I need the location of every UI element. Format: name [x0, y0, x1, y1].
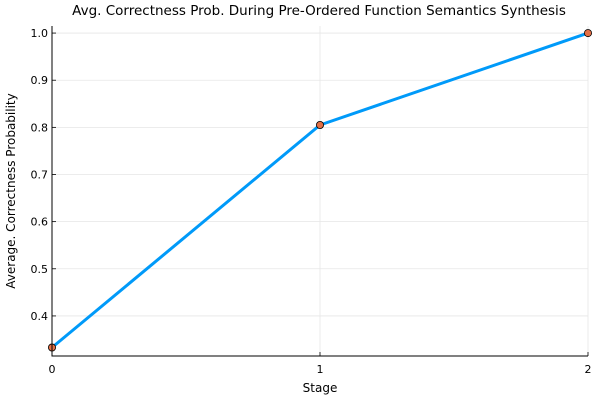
x-tick-label: 1 [317, 363, 324, 376]
x-axis-label: Stage [303, 381, 338, 395]
tick-layer: 0.4 0.5 0.6 0.7 0.8 0.9 1.0 0 1 2 [31, 27, 592, 376]
x-tick-label: 2 [585, 363, 592, 376]
y-tick-label: 0.5 [31, 263, 49, 276]
x-tick-label: 0 [49, 363, 56, 376]
grid-layer [51, 26, 589, 356]
chart-title: Avg. Correctness Prob. During Pre-Ordere… [72, 3, 566, 19]
y-axis-label: Average. Correctness Probability [4, 93, 18, 288]
y-tick-label: 0.4 [31, 310, 49, 323]
data-point [315, 121, 324, 130]
y-tick-label: 0.7 [31, 169, 49, 182]
data-point [584, 29, 593, 38]
y-tick-label: 0.6 [31, 216, 49, 229]
y-tick-label: 1.0 [31, 27, 49, 40]
y-tick-label: 0.8 [31, 121, 49, 134]
y-tick-label: 0.9 [31, 74, 49, 87]
